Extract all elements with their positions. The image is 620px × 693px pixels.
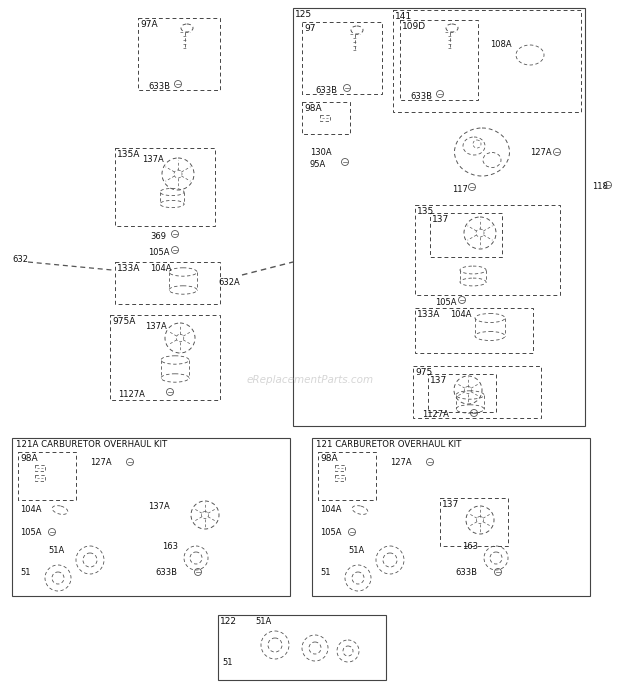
Text: 130A: 130A [310, 148, 332, 157]
Text: 1127A: 1127A [422, 410, 449, 419]
Text: 632A: 632A [218, 278, 240, 287]
Text: 109D: 109D [402, 22, 426, 31]
Bar [138, 18, 220, 90]
Text: 51: 51 [320, 568, 330, 577]
Bar [415, 205, 560, 295]
Text: 633B: 633B [315, 86, 337, 95]
Text: 125: 125 [295, 10, 312, 19]
Text: 1127A: 1127A [118, 390, 145, 399]
Bar [430, 213, 502, 257]
Text: 141: 141 [395, 12, 412, 21]
Text: 95A: 95A [310, 160, 326, 169]
Text: 633B: 633B [410, 92, 432, 101]
Text: 137A: 137A [148, 502, 170, 511]
Text: 633B: 633B [155, 568, 177, 577]
Bar [413, 366, 541, 418]
Bar [18, 452, 76, 500]
Bar [428, 374, 496, 412]
Text: 108A: 108A [490, 40, 511, 49]
Text: 137A: 137A [142, 155, 164, 164]
Text: 137: 137 [442, 500, 459, 509]
Bar [302, 22, 382, 94]
Bar [115, 262, 220, 304]
Bar [293, 8, 585, 426]
Text: 127A: 127A [90, 458, 112, 467]
Text: 97A: 97A [140, 20, 157, 29]
Text: 97: 97 [304, 24, 316, 33]
Text: 105A: 105A [20, 528, 42, 537]
Text: 163: 163 [162, 542, 178, 551]
Text: 122: 122 [220, 617, 237, 626]
Text: 137: 137 [430, 376, 447, 385]
Text: 105A: 105A [148, 248, 169, 257]
Text: 163: 163 [462, 542, 478, 551]
Bar [218, 615, 386, 680]
Text: 975: 975 [415, 368, 432, 377]
Text: 105A: 105A [435, 298, 456, 307]
Text: 118: 118 [592, 182, 608, 191]
Text: 51: 51 [222, 658, 232, 667]
Text: 133A: 133A [117, 264, 140, 273]
Text: 135A: 135A [117, 150, 140, 159]
Text: 135: 135 [417, 207, 434, 216]
Text: 98A: 98A [304, 104, 322, 113]
Bar [115, 148, 215, 226]
Text: 105A: 105A [320, 528, 342, 537]
Bar [12, 438, 290, 596]
Bar [312, 438, 590, 596]
Text: 127A: 127A [390, 458, 412, 467]
Bar [110, 315, 220, 400]
Text: 51A: 51A [348, 546, 365, 555]
Text: 369: 369 [150, 232, 166, 241]
Text: 137: 137 [432, 215, 450, 224]
Text: 975A: 975A [112, 317, 135, 326]
Text: 633B: 633B [455, 568, 477, 577]
Text: 104A: 104A [320, 505, 342, 514]
Bar [415, 308, 533, 353]
Bar [400, 20, 478, 100]
Text: 51A: 51A [255, 617, 272, 626]
Bar [318, 452, 376, 500]
Text: 133A: 133A [417, 310, 440, 319]
Text: 104A: 104A [450, 310, 471, 319]
Bar [440, 498, 508, 546]
Text: 104A: 104A [150, 264, 172, 273]
Text: 632: 632 [12, 255, 28, 264]
Text: 51A: 51A [48, 546, 64, 555]
Text: 117: 117 [452, 185, 468, 194]
Text: 104A: 104A [20, 505, 42, 514]
Text: eReplacementParts.com: eReplacementParts.com [246, 375, 374, 385]
Text: 98A: 98A [320, 454, 338, 463]
Text: 127A: 127A [530, 148, 552, 157]
Text: 98A: 98A [20, 454, 38, 463]
Bar [393, 10, 581, 112]
Text: 121A CARBURETOR OVERHAUL KIT: 121A CARBURETOR OVERHAUL KIT [16, 440, 167, 449]
Text: 633B: 633B [148, 82, 170, 91]
Text: 51: 51 [20, 568, 30, 577]
Text: 121 CARBURETOR OVERHAUL KIT: 121 CARBURETOR OVERHAUL KIT [316, 440, 461, 449]
Bar [302, 102, 350, 134]
Text: 137A: 137A [145, 322, 167, 331]
